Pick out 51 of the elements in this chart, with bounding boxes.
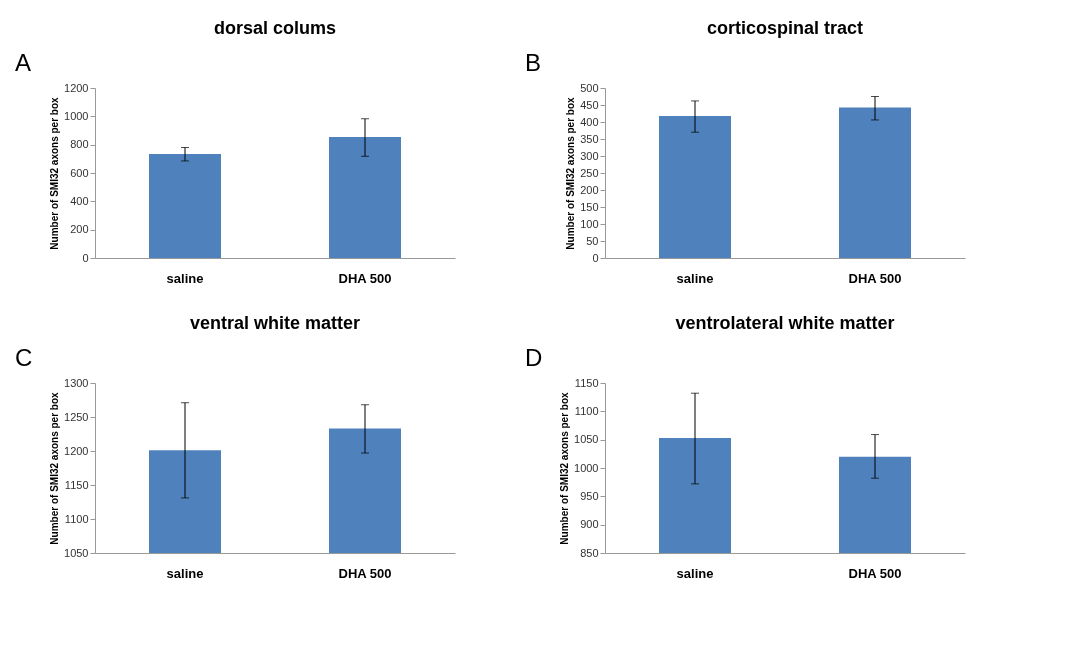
y-tick-label: 1150 <box>574 376 599 389</box>
y-tick-label: 850 <box>580 546 599 559</box>
y-tick-label: 350 <box>580 132 599 145</box>
y-tick-label: 1000 <box>574 461 599 474</box>
y-tick-label: 1050 <box>574 433 599 446</box>
y-tick-label: 100 <box>580 217 599 230</box>
y-tick-label: 200 <box>70 223 89 236</box>
y-tick-label: 1200 <box>64 444 89 457</box>
x-tick-label: DHA 500 <box>338 565 392 581</box>
y-tick-label: 1050 <box>64 546 89 559</box>
x-tick-label: saline <box>676 565 714 581</box>
y-tick-label: 400 <box>70 194 89 207</box>
x-tick-label: saline <box>166 565 204 581</box>
text: C <box>15 344 33 371</box>
y-tick-label: 1200 <box>64 81 89 94</box>
y-axis-title: Number of SMI32 axons per box <box>49 96 61 250</box>
chart-title: corticospinal tract <box>706 18 864 38</box>
y-tick-label: 800 <box>70 138 89 151</box>
y-tick-label: 450 <box>580 98 599 111</box>
y-tick-label: 50 <box>586 234 599 247</box>
y-tick-label: 400 <box>580 115 599 128</box>
y-tick-label: 150 <box>580 200 599 213</box>
y-tick-label: 0 <box>82 251 89 264</box>
y-axis-title: Number of SMI32 axons per box <box>565 96 577 250</box>
y-tick-label: 1100 <box>574 404 599 417</box>
y-tick-label: 500 <box>580 81 599 94</box>
text: A <box>15 49 32 76</box>
y-tick-label: 0 <box>592 251 599 264</box>
y-tick-label: 300 <box>580 149 599 162</box>
y-tick-label: 200 <box>580 183 599 196</box>
x-tick-label: DHA 500 <box>848 565 902 581</box>
y-tick-label: 1100 <box>64 512 89 525</box>
y-tick-label: 1150 <box>64 478 89 491</box>
text: D <box>525 344 543 371</box>
y-tick-label: 1000 <box>64 109 89 122</box>
chart-title: ventral white matter <box>189 313 361 333</box>
chart-title: ventrolateral white matter <box>675 313 895 333</box>
text: B <box>525 49 542 76</box>
x-tick-label: DHA 500 <box>338 270 392 286</box>
y-tick-label: 900 <box>580 518 599 531</box>
y-tick-label: 600 <box>70 166 89 179</box>
y-axis-title: Number of SMI32 axons per box <box>559 391 571 545</box>
y-tick-label: 250 <box>580 166 599 179</box>
y-tick-label: 1250 <box>64 410 89 423</box>
chart-title: dorsal colums <box>213 18 337 38</box>
y-axis-title: Number of SMI32 axons per box <box>49 391 61 545</box>
x-tick-label: DHA 500 <box>848 270 902 286</box>
x-tick-label: saline <box>676 270 714 286</box>
y-tick-label: 1300 <box>64 376 89 389</box>
x-tick-label: saline <box>166 270 204 286</box>
y-tick-label: 950 <box>580 489 599 502</box>
